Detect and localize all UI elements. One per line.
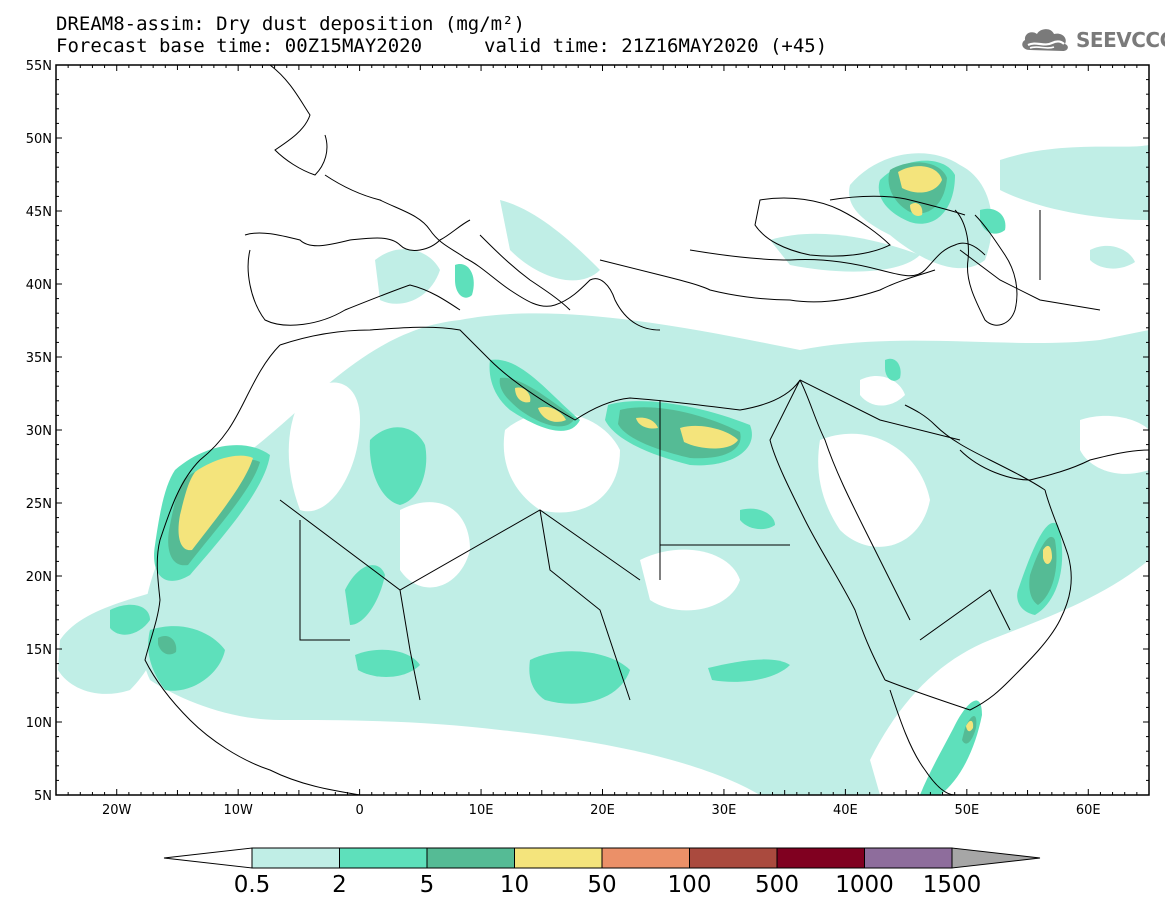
- colorbar-under-triangle: [163, 847, 253, 869]
- lat-tick-label: 40N: [26, 278, 52, 293]
- contour-level-10-50: [178, 166, 1052, 732]
- lon-tick-label: 20E: [590, 803, 615, 818]
- lat-tick-label: 50N: [26, 132, 52, 147]
- colorbar-label: 2: [332, 872, 347, 898]
- colorbar-segment: [251, 847, 340, 869]
- latitude-ticks: 55N 50N 45N 40N 35N 30N 25N 20N 15N 10N 5N: [26, 59, 1149, 804]
- map-title: DREAM8-assim: Dry dust deposition (mg/m²…: [56, 13, 525, 35]
- colorbar-label: 1000: [835, 872, 894, 898]
- longitude-ticks: 20W 10W 0 10E 20E 30E 40E 50E 60E: [55, 65, 1150, 818]
- lon-tick-label: 0: [355, 803, 363, 818]
- lat-tick-label: 45N: [26, 205, 52, 220]
- valid-time: valid time: 21Z16MAY2020 (+45): [484, 35, 828, 57]
- colorbar-label: 10: [500, 872, 529, 898]
- lon-tick-label: 20W: [102, 803, 132, 818]
- lat-tick-label: 10N: [26, 716, 52, 731]
- lat-tick-label: 5N: [34, 789, 52, 804]
- lon-tick-label: 30E: [712, 803, 737, 818]
- lon-tick-label: 40E: [833, 803, 858, 818]
- lon-tick-label: 60E: [1076, 803, 1101, 818]
- lat-tick-label: 55N: [26, 59, 52, 74]
- lon-tick-label: 10E: [469, 803, 494, 818]
- colorbar-label: 5: [420, 872, 435, 898]
- colorbar-over-triangle: [951, 847, 1041, 869]
- colorbar-label: 50: [587, 872, 616, 898]
- coastlines-and-borders: [144, 65, 1149, 795]
- lat-tick-label: 15N: [26, 643, 52, 658]
- contour-level-below-0.5: [288, 375, 1149, 611]
- lon-tick-label: 10W: [223, 803, 253, 818]
- colorbar-segment: [864, 847, 953, 869]
- cloud-logo-icon: [1022, 29, 1068, 51]
- colorbar-segment: [776, 847, 865, 869]
- colorbar: 0.5 2 5 10 50 100 500 1000 1500: [163, 847, 1041, 898]
- colorbar-label: 0.5: [234, 872, 271, 898]
- lat-tick-label: 25N: [26, 497, 52, 512]
- seevccc-logo: SEEVCCC: [1018, 26, 1165, 54]
- colorbar-label: 1500: [923, 872, 982, 898]
- colorbar-segment: [426, 847, 515, 869]
- forecast-base-time: Forecast base time: 00Z15MAY2020: [56, 35, 423, 57]
- logo-text: SEEVCCC: [1076, 28, 1165, 52]
- lat-tick-label: 35N: [26, 351, 52, 366]
- colorbar-segment: [514, 847, 603, 869]
- colorbar-segment: [601, 847, 690, 869]
- lat-tick-label: 30N: [26, 424, 52, 439]
- colorbar-label: 500: [755, 872, 799, 898]
- colorbar-segment: [339, 847, 428, 869]
- dust-deposition-field: [58, 145, 1149, 795]
- colorbar-label: 100: [668, 872, 712, 898]
- lon-tick-label: 50E: [954, 803, 979, 818]
- lat-tick-label: 20N: [26, 570, 52, 585]
- colorbar-segment: [689, 847, 778, 869]
